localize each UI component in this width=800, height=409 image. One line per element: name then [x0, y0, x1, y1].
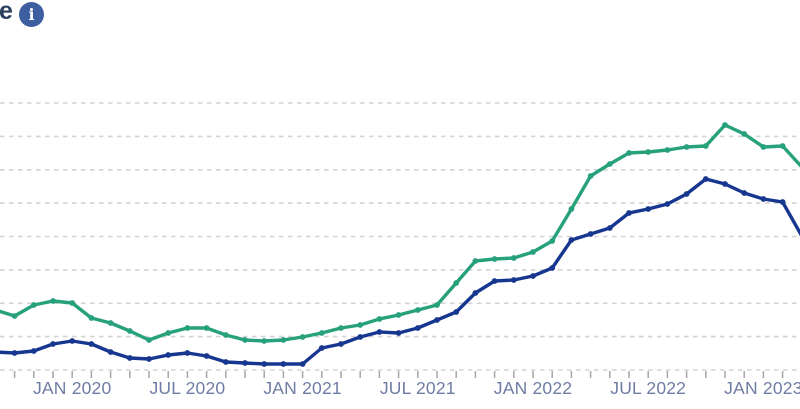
navy-series-data-point-marker[interactable]	[510, 277, 517, 283]
green-series-data-point-marker[interactable]	[88, 315, 95, 321]
green-series-data-point-marker[interactable]	[760, 144, 767, 150]
green-series-data-point-marker[interactable]	[107, 320, 114, 326]
green-series-data-point-marker[interactable]	[434, 302, 440, 308]
green-series-data-point-marker[interactable]	[146, 337, 152, 343]
navy-series-data-point-marker[interactable]	[568, 237, 575, 243]
navy-series-data-point-marker[interactable]	[338, 341, 344, 347]
navy-series-data-point-marker[interactable]	[741, 190, 748, 196]
green-series-data-point-marker[interactable]	[338, 325, 344, 331]
green-series-data-point-marker[interactable]	[568, 206, 575, 212]
navy-series-data-point-marker[interactable]	[222, 359, 229, 365]
navy-series-data-point-marker[interactable]	[530, 273, 536, 279]
navy-series-data-point-marker[interactable]	[606, 225, 613, 231]
green-series-data-point-marker[interactable]	[683, 144, 690, 150]
x-axis-labels: JAN 2020 JUL 2020 JAN 2021 JUL 2021 JAN 2022…	[33, 378, 800, 398]
navy-series-data-point-marker[interactable]	[626, 210, 632, 216]
green-series-data-point-marker[interactable]	[414, 307, 421, 313]
navy-series-data-point-marker[interactable]	[645, 206, 652, 212]
green-series-data-point-marker[interactable]	[395, 312, 402, 318]
green-series-data-point-marker[interactable]	[702, 143, 709, 149]
navy-series-data-point-marker[interactable]	[30, 348, 37, 354]
chart-title-fragment: e	[0, 0, 13, 25]
green-series-data-point-marker[interactable]	[126, 328, 133, 334]
navy-series-data-point-marker[interactable]	[357, 334, 364, 340]
green-series-data-point-marker[interactable]	[184, 325, 191, 331]
green-series-data-point-marker[interactable]	[69, 300, 76, 306]
x-axis-ticks	[13, 371, 784, 378]
navy-series	[0, 176, 800, 367]
x-axis-label: JUL 2020	[149, 378, 225, 398]
navy-series-data-point-marker[interactable]	[165, 352, 172, 358]
info-icon[interactable]: i	[19, 2, 44, 27]
navy-series-data-point-marker[interactable]	[107, 349, 114, 355]
navy-series-data-point-marker[interactable]	[69, 338, 76, 344]
green-series-data-point-marker[interactable]	[741, 131, 748, 137]
x-axis-label: JAN 2022	[494, 378, 572, 398]
chart-header: e i	[0, 0, 300, 32]
green-series-data-point-marker[interactable]	[453, 280, 460, 286]
green-series-data-point-marker[interactable]	[472, 258, 479, 264]
green-series-data-point-marker[interactable]	[357, 322, 364, 328]
navy-series-data-point-marker[interactable]	[414, 325, 421, 331]
green-series-data-point-marker[interactable]	[261, 338, 268, 344]
navy-series-data-point-marker[interactable]	[50, 341, 56, 347]
navy-series-data-point-marker[interactable]	[779, 199, 786, 205]
green-series-data-point-marker[interactable]	[779, 143, 786, 149]
gridlines	[0, 102, 800, 371]
navy-series-data-point-marker[interactable]	[434, 317, 440, 323]
navy-series-data-point-marker[interactable]	[702, 176, 709, 182]
navy-series-data-point-marker[interactable]	[203, 353, 210, 359]
navy-series-data-point-marker[interactable]	[491, 278, 498, 284]
green-series-data-point-marker[interactable]	[242, 337, 248, 343]
green-series-data-point-marker[interactable]	[50, 298, 56, 304]
navy-series-data-point-marker[interactable]	[722, 181, 728, 187]
green-series-data-point-marker[interactable]	[203, 325, 210, 331]
green-series-data-point-marker[interactable]	[510, 255, 517, 261]
navy-series-data-point-marker[interactable]	[11, 350, 18, 356]
x-axis-label: JUL 2022	[610, 378, 686, 398]
green-series-data-point-marker[interactable]	[626, 150, 632, 156]
green-series-data-point-marker[interactable]	[318, 330, 325, 336]
green-series-line	[0, 123, 800, 343]
navy-series-data-point-marker[interactable]	[549, 265, 556, 271]
navy-series-data-point-marker[interactable]	[242, 360, 248, 366]
green-series-data-point-marker[interactable]	[549, 238, 556, 244]
green-series-data-point-marker[interactable]	[664, 147, 671, 153]
green-series	[0, 122, 800, 344]
green-series-data-point-marker[interactable]	[376, 316, 383, 322]
x-axis-label: JAN 2023	[724, 378, 800, 398]
x-axis-label: JUL 2021	[380, 378, 456, 398]
navy-series-data-point-marker[interactable]	[453, 309, 460, 315]
navy-series-data-point-marker[interactable]	[299, 361, 306, 367]
navy-series-data-point-marker[interactable]	[280, 361, 287, 367]
navy-series-data-point-marker[interactable]	[760, 196, 767, 202]
green-series-data-point-marker[interactable]	[280, 337, 287, 343]
x-axis-label: JAN 2020	[33, 378, 112, 398]
green-series-data-point-marker[interactable]	[299, 334, 306, 340]
green-series-data-point-marker[interactable]	[645, 149, 652, 155]
navy-series-data-point-marker[interactable]	[376, 329, 383, 335]
navy-series-data-point-marker[interactable]	[683, 191, 690, 197]
navy-series-data-point-marker[interactable]	[395, 330, 402, 336]
navy-series-data-point-marker[interactable]	[472, 290, 479, 296]
navy-series-data-point-marker[interactable]	[318, 345, 325, 351]
navy-series-data-point-marker[interactable]	[261, 361, 268, 367]
navy-series-data-point-marker[interactable]	[126, 355, 133, 361]
green-series-data-point-marker[interactable]	[222, 332, 229, 338]
navy-series-data-point-marker[interactable]	[664, 201, 671, 207]
navy-series-data-point-marker[interactable]	[146, 356, 152, 362]
green-series-data-point-marker[interactable]	[491, 256, 498, 262]
green-series-data-point-marker[interactable]	[165, 330, 172, 336]
green-series-data-point-marker[interactable]	[606, 161, 613, 167]
green-series-data-point-marker[interactable]	[587, 173, 594, 179]
x-axis-label: JAN 2021	[263, 378, 341, 398]
navy-series-data-point-marker[interactable]	[88, 341, 95, 347]
green-series-data-point-marker[interactable]	[30, 302, 37, 308]
green-series-data-point-marker[interactable]	[11, 313, 18, 319]
green-series-data-point-marker[interactable]	[530, 249, 536, 255]
navy-series-data-point-marker[interactable]	[587, 231, 594, 237]
green-series-data-point-marker[interactable]	[722, 122, 728, 128]
navy-series-data-point-marker[interactable]	[184, 350, 191, 356]
